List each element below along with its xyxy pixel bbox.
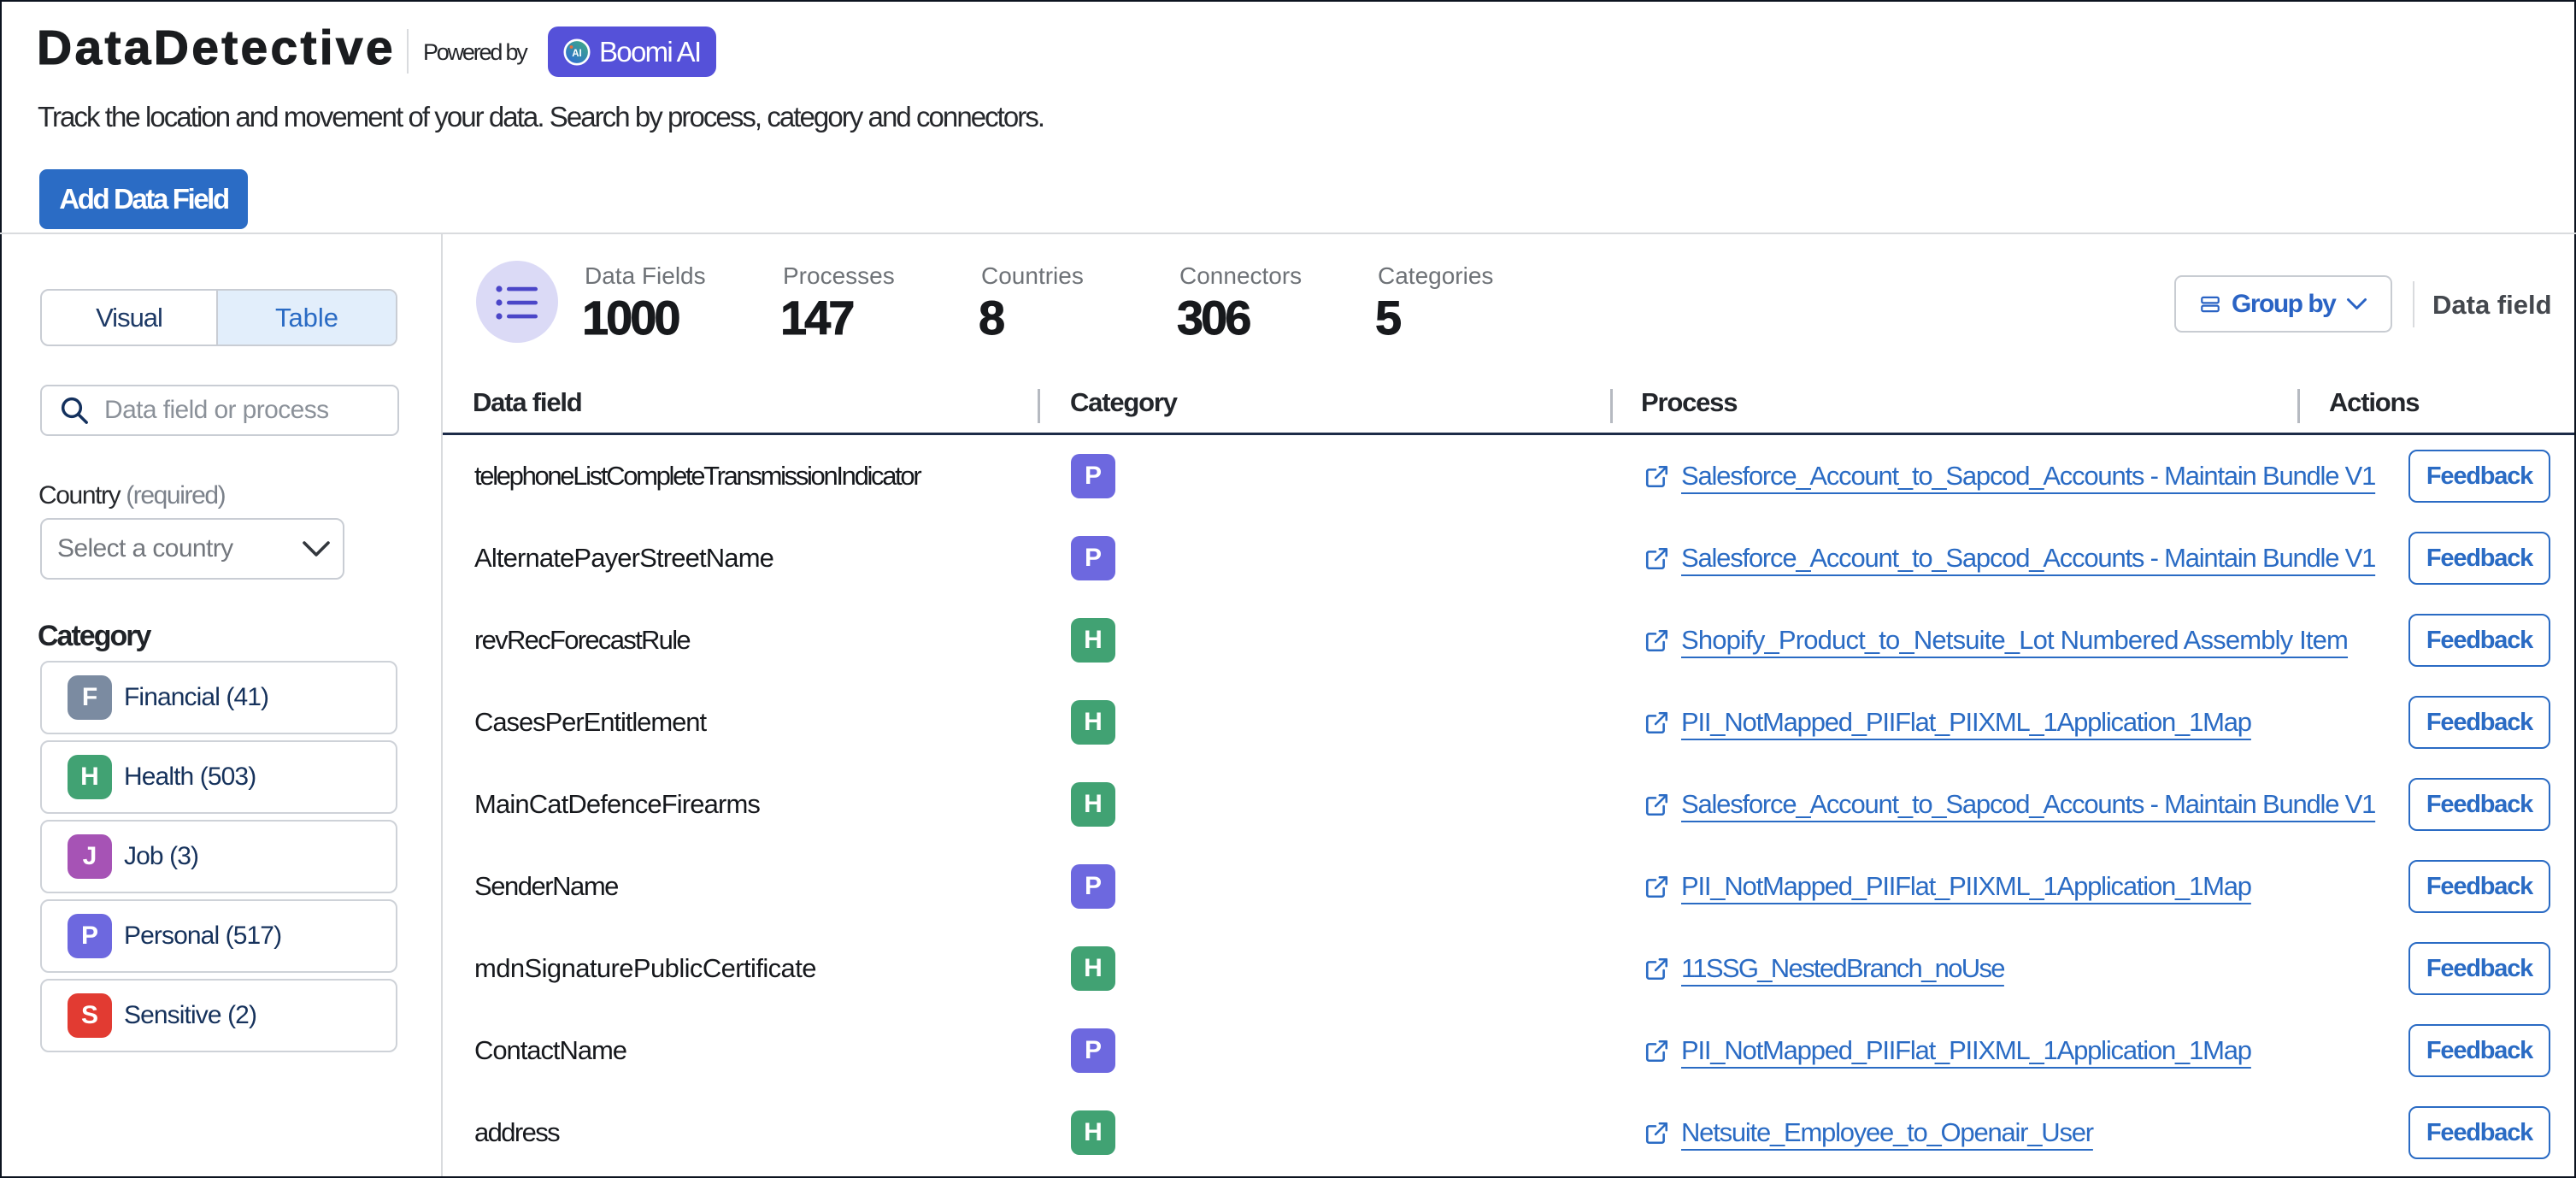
svg-text:AI: AI — [572, 49, 582, 59]
